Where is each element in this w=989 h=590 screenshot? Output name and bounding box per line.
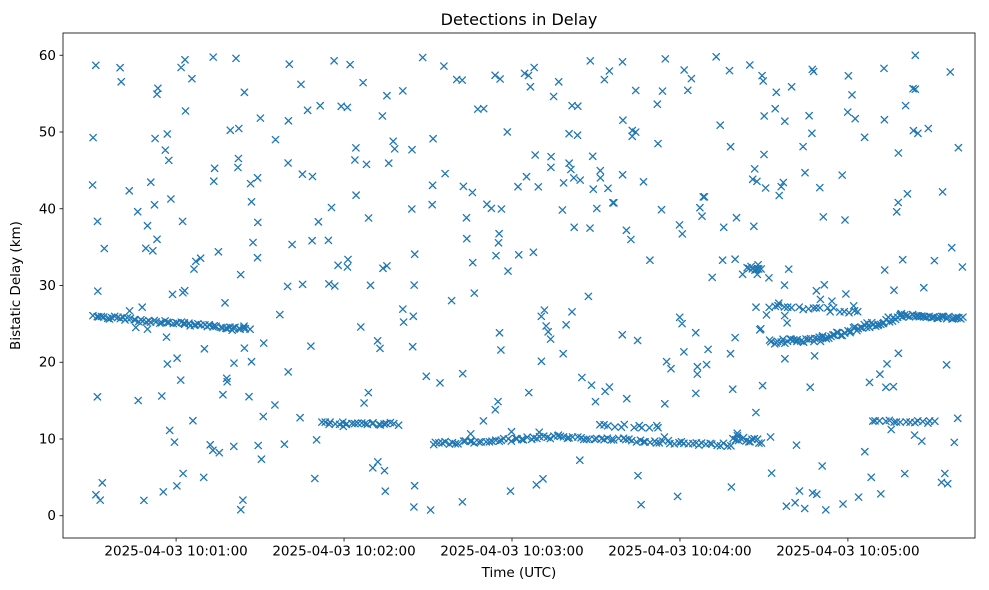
y-tick-label: 10 bbox=[39, 431, 56, 447]
x-tick-label: 2025-04-03 10:05:00 bbox=[776, 544, 919, 560]
y-tick-label: 60 bbox=[39, 48, 56, 64]
x-axis-label: Time (UTC) bbox=[481, 565, 557, 581]
x-tick-label: 2025-04-03 10:03:00 bbox=[440, 544, 583, 560]
y-tick-label: 30 bbox=[39, 278, 56, 294]
scatter-points bbox=[88, 51, 967, 514]
y-tick-label: 50 bbox=[39, 125, 56, 141]
x-axis-ticks: 2025-04-03 10:01:00 2025-04-03 10:02:00 20… bbox=[104, 538, 920, 560]
y-axis-label: Bistatic Delay (km) bbox=[8, 221, 24, 350]
x-tick-label: 2025-04-03 10:01:00 bbox=[104, 544, 247, 560]
x-tick-label: 2025-04-03 10:04:00 bbox=[608, 544, 751, 560]
y-tick-label: 0 bbox=[47, 508, 56, 524]
y-tick-label: 20 bbox=[39, 355, 56, 371]
plot-border bbox=[62, 32, 976, 539]
y-axis-ticks: 0 10 20 30 40 50 60 bbox=[39, 48, 63, 524]
y-tick-label: 40 bbox=[39, 201, 56, 217]
x-tick-label: 2025-04-03 10:02:00 bbox=[272, 544, 415, 560]
chart-title: Detections in Delay bbox=[441, 10, 598, 29]
